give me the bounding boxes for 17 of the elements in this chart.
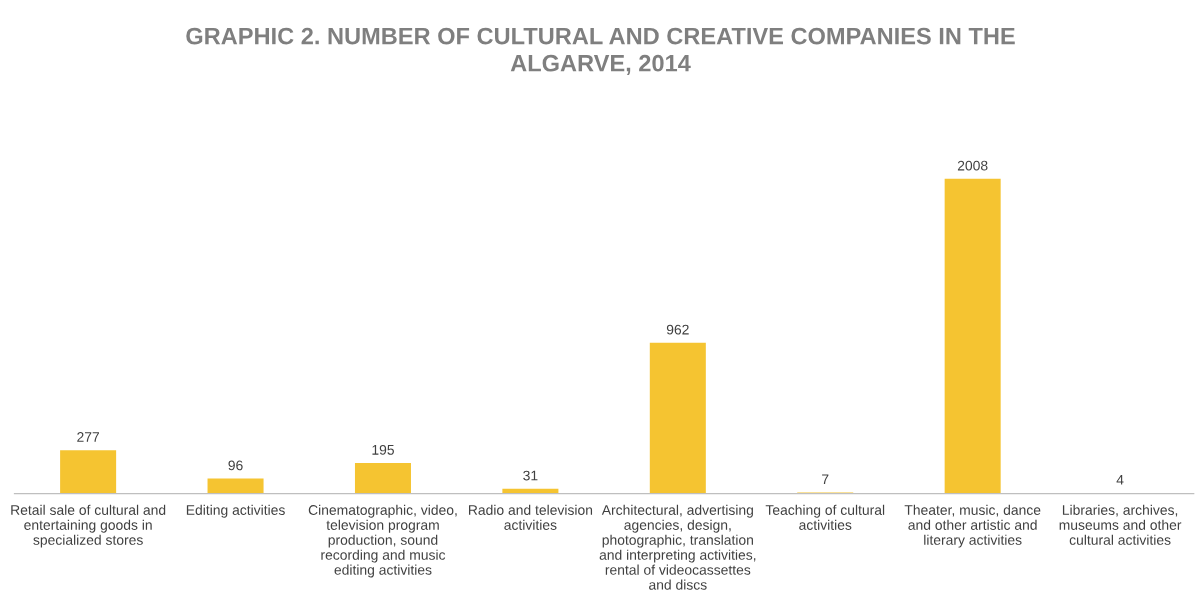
x-tick-label: Architectural, advertising agencies, design, photographic, translation and interpreting activities, rental of videocassettes and discs [599, 504, 756, 590]
x-tick-label: Retail sale of cultural and entertaining goods in specialized stores [11, 504, 166, 548]
data-label: 195 [372, 444, 394, 455]
data-label: 962 [666, 324, 689, 335]
data-label: 31 [523, 470, 538, 481]
data-label: 96 [228, 460, 243, 471]
data-label: 4 [1116, 475, 1124, 485]
x-tick-label: Libraries, archives, museums and other cultural activities [1059, 504, 1182, 545]
x-tick-label: Cinematographic, video, television program production, sound recording and music editing activities [308, 504, 457, 578]
x-tick-label: Theater, music, dance and other artistic and literary activities [904, 504, 1041, 548]
chart-title: GRAPHIC 2. NUMBER OF CULTURAL AND CREATIVE COMPANIES IN THE ALGARVE, 2014 [186, 27, 1015, 75]
x-tick-label: Teaching of cultural activities [765, 504, 885, 530]
data-label: 277 [77, 432, 100, 442]
data-label: 7 [822, 474, 829, 485]
x-tick-label: Editing activities [186, 504, 285, 518]
x-tick-label: Radio and television activities [468, 504, 593, 530]
data-label: 2008 [957, 160, 988, 171]
